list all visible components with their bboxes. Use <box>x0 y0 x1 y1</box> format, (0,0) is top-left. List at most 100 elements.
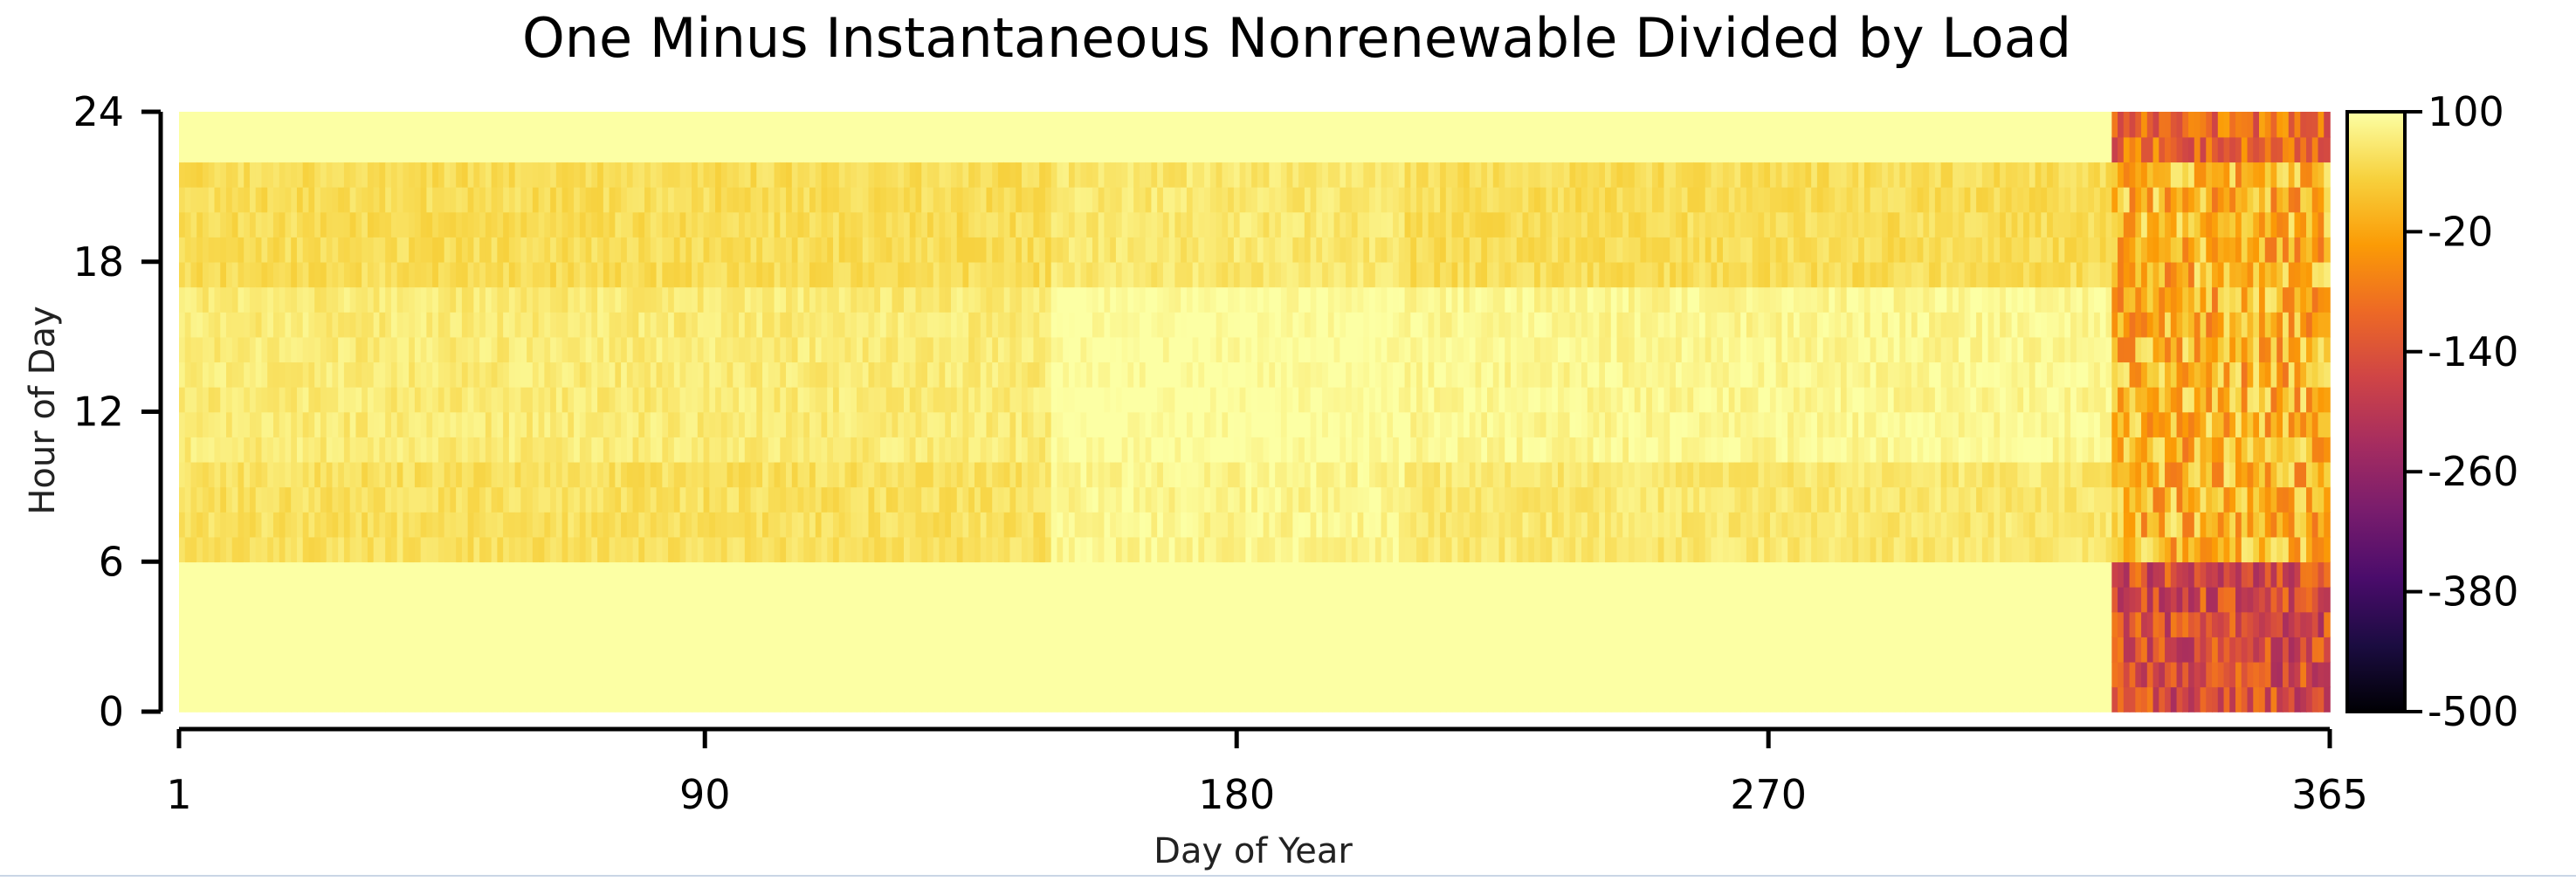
heat-cell <box>1115 136 1123 163</box>
heat-cell <box>1157 162 1164 188</box>
heat-cell <box>1080 461 1087 488</box>
heat-cell <box>1327 536 1335 563</box>
heat-cell <box>184 112 192 138</box>
heat-cell <box>797 162 805 188</box>
heat-cell <box>703 186 711 213</box>
heat-cell <box>1304 411 1312 437</box>
heat-cell <box>574 211 581 237</box>
heat-cell <box>1310 386 1318 413</box>
heat-cell <box>733 336 740 363</box>
heat-cell <box>926 361 934 388</box>
heat-cell <box>827 136 834 163</box>
heat-cell <box>868 112 876 138</box>
heat-cell <box>426 261 433 288</box>
heat-cell <box>184 261 192 288</box>
heat-cell <box>385 312 392 338</box>
heat-cell <box>1151 411 1158 437</box>
heat-cell <box>1304 661 1312 688</box>
heat-cell <box>1121 312 1129 338</box>
heat-cell <box>833 312 840 338</box>
heat-cell <box>1269 661 1276 688</box>
heat-cell <box>450 611 457 637</box>
heat-cell <box>1322 211 1329 237</box>
heat-cell <box>1209 336 1217 363</box>
heat-cell <box>1068 336 1076 363</box>
heat-cell <box>538 486 546 513</box>
heat-cell <box>980 437 988 463</box>
heat-cell <box>272 361 280 388</box>
heat-cell <box>1003 336 1011 363</box>
heat-cell <box>992 136 999 163</box>
heat-cell <box>225 211 233 237</box>
heat-cell <box>1115 186 1123 213</box>
heat-cell <box>1133 637 1140 663</box>
heat-cell <box>403 637 410 663</box>
heat-cell <box>1039 386 1046 413</box>
heat-cell <box>332 186 339 213</box>
heat-cell <box>1133 211 1140 237</box>
heat-cell <box>255 361 263 388</box>
heat-cell <box>1186 361 1194 388</box>
heat-cell <box>703 637 711 663</box>
heat-cell <box>980 512 988 538</box>
heat-cell <box>527 536 534 563</box>
heat-cell <box>456 162 463 188</box>
heat-cell <box>1398 112 1406 138</box>
heat-cell <box>514 186 522 213</box>
heat-cell <box>1115 386 1123 413</box>
heat-cell <box>272 162 280 188</box>
heat-cell <box>1044 637 1052 663</box>
heat-cell <box>1239 336 1247 363</box>
heat-cell <box>638 386 645 413</box>
heat-cell <box>561 561 569 588</box>
heat-cell <box>774 411 782 437</box>
heat-cell <box>491 536 499 563</box>
heat-cell <box>314 611 321 637</box>
heat-cell <box>1039 561 1046 588</box>
heat-cell <box>579 361 587 388</box>
heat-cell <box>285 162 293 188</box>
heat-cell <box>797 461 805 488</box>
heat-cell <box>1127 286 1134 313</box>
heat-cell <box>880 336 887 363</box>
heat-cell <box>862 237 870 263</box>
heat-cell <box>555 211 563 237</box>
heat-cell <box>179 461 186 488</box>
heat-cell <box>774 536 782 563</box>
heat-cell <box>662 112 669 138</box>
heat-cell <box>249 536 257 563</box>
heat-cell <box>727 461 734 488</box>
heat-cell <box>179 637 186 663</box>
heat-cell <box>915 512 923 538</box>
heat-cell <box>473 536 480 563</box>
heat-cell <box>1044 261 1052 288</box>
heat-cell <box>609 461 616 488</box>
heat-cell <box>396 611 404 637</box>
heat-cell <box>662 661 669 688</box>
heat-cell <box>1068 386 1076 413</box>
heat-cell <box>267 211 274 237</box>
heat-cell <box>679 437 687 463</box>
heat-cell <box>750 561 758 588</box>
heat-cell <box>396 112 404 138</box>
heat-cell <box>668 411 675 437</box>
heat-cell <box>579 136 587 163</box>
heat-cell <box>739 686 746 712</box>
heat-cell <box>1110 512 1117 538</box>
heat-cell <box>1327 686 1335 712</box>
heat-cell <box>390 637 398 663</box>
heat-cell <box>1351 186 1359 213</box>
heat-cell <box>338 286 345 313</box>
heat-cell <box>385 637 392 663</box>
heat-cell <box>444 261 451 288</box>
heat-cell <box>650 361 658 388</box>
heat-cell <box>403 136 410 163</box>
heat-cell <box>1228 136 1235 163</box>
heat-cell <box>1333 336 1341 363</box>
heat-cell <box>437 261 445 288</box>
heat-cell <box>703 336 711 363</box>
heat-cell <box>1157 336 1164 363</box>
heat-cell <box>497 286 504 313</box>
heat-cell <box>390 186 398 213</box>
heat-cell <box>220 461 227 488</box>
